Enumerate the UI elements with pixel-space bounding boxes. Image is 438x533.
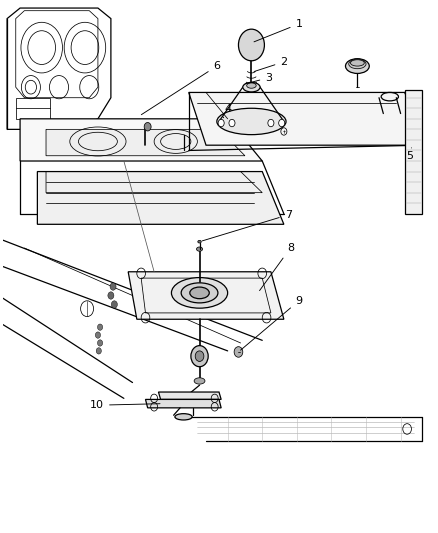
Ellipse shape	[247, 83, 256, 88]
Polygon shape	[20, 119, 262, 161]
Ellipse shape	[181, 283, 218, 303]
Text: 6: 6	[141, 61, 220, 115]
Polygon shape	[189, 92, 422, 145]
Circle shape	[268, 119, 274, 127]
Polygon shape	[405, 90, 422, 214]
Circle shape	[96, 348, 101, 354]
Ellipse shape	[194, 378, 205, 384]
Circle shape	[234, 346, 243, 357]
Circle shape	[195, 351, 204, 361]
Text: 9: 9	[240, 296, 303, 350]
Circle shape	[110, 283, 116, 290]
Text: 10: 10	[90, 400, 160, 410]
Circle shape	[218, 119, 224, 127]
Ellipse shape	[175, 414, 192, 420]
Circle shape	[229, 119, 235, 127]
Text: 2: 2	[254, 57, 287, 71]
Circle shape	[191, 345, 208, 367]
Circle shape	[98, 324, 102, 330]
Circle shape	[108, 292, 114, 299]
Circle shape	[279, 119, 285, 127]
Polygon shape	[128, 272, 284, 319]
Polygon shape	[37, 172, 284, 224]
Polygon shape	[145, 399, 221, 408]
Text: 1: 1	[254, 19, 303, 42]
Polygon shape	[46, 130, 245, 156]
Text: 5: 5	[406, 148, 413, 161]
Ellipse shape	[217, 108, 286, 135]
Ellipse shape	[171, 278, 228, 308]
Circle shape	[238, 29, 265, 61]
Text: 4: 4	[223, 104, 231, 118]
Ellipse shape	[349, 59, 366, 69]
Ellipse shape	[350, 60, 364, 66]
Ellipse shape	[243, 83, 260, 92]
Ellipse shape	[190, 287, 209, 298]
Circle shape	[144, 123, 151, 131]
Circle shape	[98, 340, 102, 346]
Circle shape	[111, 301, 117, 308]
Text: 7: 7	[202, 210, 292, 241]
Text: 3: 3	[245, 72, 272, 84]
Ellipse shape	[198, 240, 201, 243]
Text: 8: 8	[260, 243, 294, 290]
Ellipse shape	[197, 247, 202, 251]
Ellipse shape	[346, 59, 369, 74]
Polygon shape	[159, 392, 221, 399]
Circle shape	[95, 332, 100, 338]
